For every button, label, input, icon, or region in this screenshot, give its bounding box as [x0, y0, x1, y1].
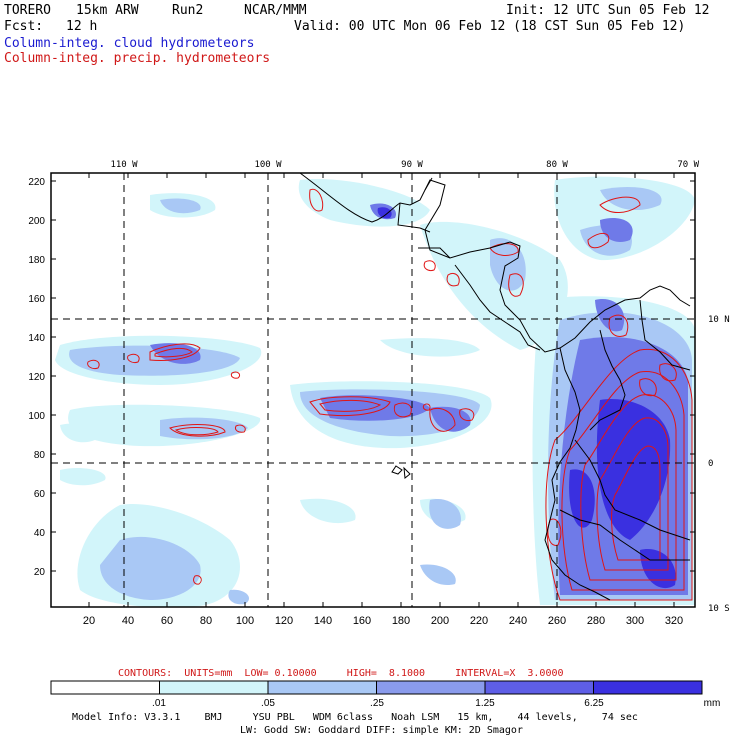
x-tick-label: 200 [431, 615, 449, 627]
colorbar-label: .25 [370, 698, 384, 709]
field-cloud-label: Column-integ. cloud hydrometeors [4, 36, 255, 51]
lat-label: 10 S [708, 604, 730, 614]
x-tick-label: 80 [200, 615, 212, 627]
x-tick-label: 260 [548, 615, 566, 627]
x-tick-label: 320 [665, 615, 683, 627]
lon-label: 100 W [254, 160, 282, 170]
y-axis-labels: 220 200 180 160 140 120 100 80 60 40 20 [28, 177, 45, 578]
y-tick-label: 120 [28, 372, 45, 383]
y-tick-label: 180 [28, 255, 45, 266]
x-tick-label: 120 [275, 615, 293, 627]
lat-label: 0 [708, 459, 713, 469]
y-tick-label: 160 [28, 294, 45, 305]
lon-label: 90 W [401, 160, 423, 170]
x-tick-label: 300 [626, 615, 644, 627]
colorbar-swatch [376, 680, 486, 695]
model-physics: LW: Godd SW: Goddard DIFF: simple KM: 2D… [240, 725, 523, 736]
y-tick-label: 140 [28, 333, 45, 344]
y-tick-label: 40 [34, 528, 46, 539]
colorbar-swatch [593, 680, 703, 695]
longitude-labels: 110 W 100 W 90 W 80 W 70 W [110, 160, 699, 170]
model-resolution: 15km ARW [76, 3, 139, 18]
graticule [51, 173, 695, 607]
contours-info: CONTOURS: UNITS=mm LOW= 0.10000 HIGH= 8.… [118, 668, 564, 679]
y-tick-label: 100 [28, 411, 45, 422]
field-precip-label: Column-integ. precip. hydrometeors [4, 51, 271, 66]
run-label: Run2 [172, 3, 204, 18]
lon-label: 80 W [546, 160, 568, 170]
x-axis-ticks [88, 173, 675, 607]
y-tick-label: 220 [28, 177, 45, 188]
x-tick-label: 240 [509, 615, 527, 627]
model-name: TORERO [4, 3, 51, 18]
colorbar-labels: .01 .05 .25 1.25 6.25 mm [152, 698, 720, 709]
x-tick-label: 40 [122, 615, 134, 627]
lon-label: 110 W [110, 160, 138, 170]
colorbar-swatch [484, 680, 594, 695]
x-tick-label: 100 [236, 615, 254, 627]
y-axis-ticks [51, 180, 695, 572]
colorbar-label: .01 [152, 698, 166, 709]
x-tick-label: 180 [392, 615, 410, 627]
latitude-labels: 10 N 0 10 S [708, 315, 730, 614]
map-frame [50, 172, 696, 608]
y-tick-label: 80 [34, 450, 46, 461]
forecast-hour: 12 h [66, 19, 98, 34]
model-info: Model Info: V3.3.1 BMJ YSU PBL WDM 6clas… [72, 712, 638, 723]
x-tick-label: 220 [470, 615, 488, 627]
forecast-label: Fcst: [4, 19, 44, 34]
colorbar-label: .05 [261, 698, 275, 709]
colorbar-unit: mm [704, 698, 721, 709]
y-tick-label: 200 [28, 216, 45, 227]
colorbar-label: 1.25 [475, 698, 495, 709]
colorbar [50, 680, 703, 695]
x-tick-label: 60 [161, 615, 173, 627]
x-tick-label: 160 [353, 615, 371, 627]
lon-label: 70 W [677, 160, 699, 170]
lat-label: 10 N [708, 315, 730, 325]
valid-time: Valid: 00 UTC Mon 06 Feb 12 (18 CST Sun … [294, 19, 686, 34]
colorbar-swatch [50, 680, 160, 695]
org-label: NCAR/MMM [244, 3, 307, 18]
y-tick-label: 20 [34, 567, 46, 578]
colorbar-swatch [267, 680, 377, 695]
init-time: Init: 12 UTC Sun 05 Feb 12 [506, 3, 710, 18]
precip-contours [87, 188, 693, 601]
colorbar-swatch [159, 680, 269, 695]
y-tick-label: 60 [34, 489, 46, 500]
x-tick-label: 20 [83, 615, 95, 627]
x-axis-labels: 20 40 60 80 100 120 140 160 180 200 220 … [83, 615, 683, 627]
colorbar-label: 6.25 [584, 698, 604, 709]
x-tick-label: 280 [587, 615, 605, 627]
x-tick-label: 140 [314, 615, 332, 627]
